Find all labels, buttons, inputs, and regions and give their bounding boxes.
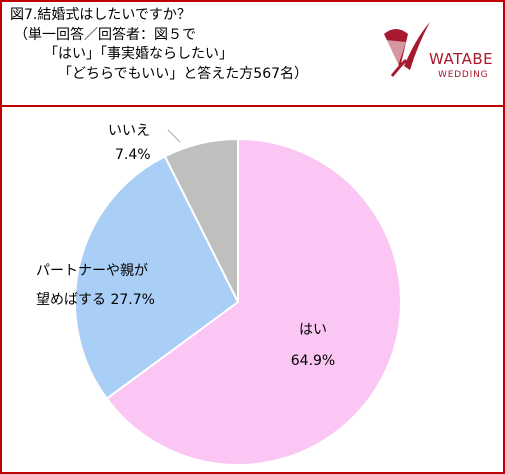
title-line-3: 「はい」「事実婚ならしたい」 <box>44 46 233 62</box>
watabe-wedding-logo: WATABE WEDDING <box>384 22 493 80</box>
logo-sub-text: WEDDING <box>438 70 488 80</box>
title-line-1: 図7.結婚式はしたいですか？ <box>10 7 191 23</box>
slice-hai <box>105 137 402 466</box>
label-hai-name: はい <box>299 322 327 338</box>
label-iie-value: 7.4% <box>115 147 151 163</box>
logo-mark-icon <box>384 22 430 77</box>
label-iie-name: いいえ <box>108 123 150 139</box>
label-hai-value: 64.9% <box>291 353 335 369</box>
slice-partner <box>73 154 240 401</box>
label-partner-line-2: 望めばする 27.7% <box>36 292 155 308</box>
logo-brand-text: WATABE <box>429 50 493 68</box>
chart-title: 図7.結婚式はしたいですか？ （単一回答／回答者：図５で 「はい」「事実婚ならし… <box>10 6 308 84</box>
title-line-4: 「どちらでもいい」と答えた方567名） <box>58 65 309 82</box>
header: 図7.結婚式はしたいですか？ （単一回答／回答者：図５で 「はい」「事実婚ならし… <box>2 2 503 107</box>
title-line-2: （単一回答／回答者：図５で <box>14 26 196 43</box>
pie-slices <box>73 137 402 466</box>
pie-chart: いいえ 7.4% パートナーや親が 望めばする 27.7% はい 64.9% <box>36 123 402 466</box>
iie-leader-line <box>167 129 181 143</box>
slice-iie <box>163 137 239 303</box>
label-partner-line-1: パートナーや親が <box>36 263 148 279</box>
